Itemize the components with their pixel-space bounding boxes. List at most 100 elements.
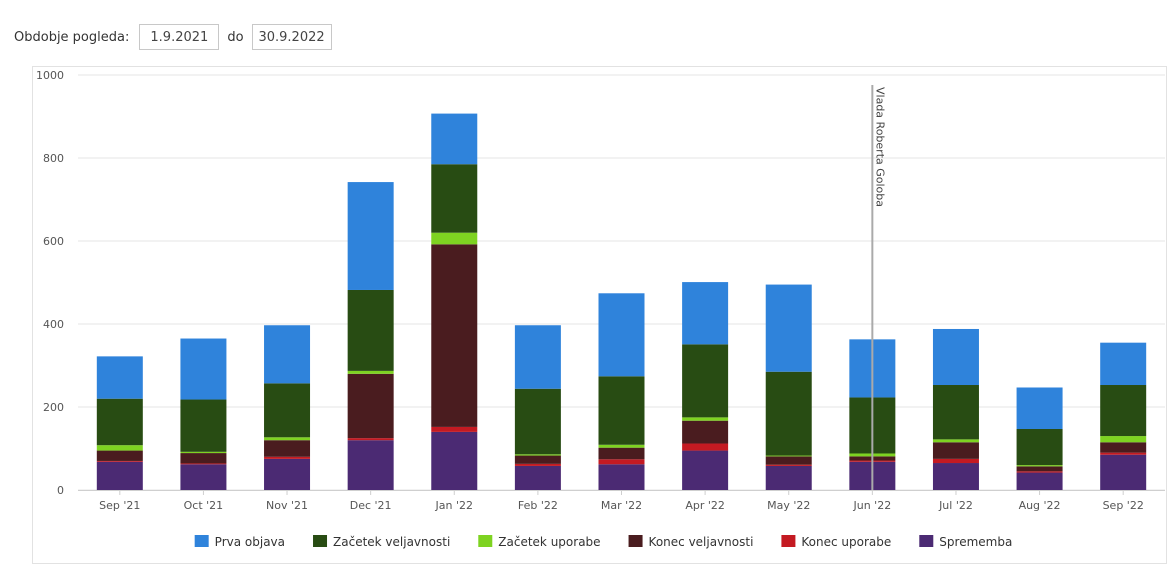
bar-segment[interactable] [1016,428,1063,466]
bar-segment[interactable] [514,465,561,490]
bar-segment[interactable] [1016,465,1063,467]
bar-segment[interactable] [180,464,227,490]
bar-segment[interactable] [932,328,979,386]
period-to-label: do [227,29,244,45]
bar-segment[interactable] [264,456,311,459]
legend-item[interactable]: Začetek uporabe [478,535,601,549]
bar-segment[interactable] [264,437,311,441]
bar-segment[interactable] [932,442,979,459]
x-tick-label: Sep '21 [99,499,140,512]
legend: Prva objava Začetek veljavnosti Začetek up… [194,535,1012,549]
bar-segment[interactable] [514,463,561,466]
y-tick-label: 1000 [36,69,64,82]
bar-segment[interactable] [347,438,394,441]
legend-item[interactable]: Konec veljavnosti [628,535,754,549]
bar-segment[interactable] [96,445,143,451]
bar-segment[interactable] [682,450,729,490]
bar-segment[interactable] [1016,472,1063,490]
bar-segment[interactable] [765,284,812,372]
bar-segment[interactable] [932,463,979,490]
y-tick-label: 0 [57,484,64,497]
bar-segment[interactable] [96,460,143,462]
bar-segment[interactable] [1100,454,1147,490]
x-tick-label: Dec '21 [350,499,392,512]
chart-container: Vlada Roberta Goloba 0 200 400 600 800 1000 Se… [32,66,1167,564]
bar-segment[interactable] [347,440,394,490]
bar-segment[interactable] [598,376,645,445]
y-tick-label: 200 [43,401,64,414]
bar-segment[interactable] [264,325,311,384]
legend-item[interactable]: Prva objava [194,535,285,549]
bar-segment[interactable] [1100,442,1147,453]
legend-label: Konec uporabe [801,535,891,549]
legend-item[interactable]: Konec uporabe [781,535,891,549]
bar-segment[interactable] [264,440,311,457]
x-tick-label: Mar '22 [601,499,642,512]
bar-segment[interactable] [431,431,478,490]
bar-segment[interactable] [264,458,311,490]
period-selector: Obdobje pogleda: do [14,24,332,50]
y-tick-label: 800 [43,152,64,165]
bar-segment[interactable] [682,282,729,345]
bar-segment[interactable] [765,465,812,490]
bar-segment[interactable] [765,464,812,466]
legend-label: Konec veljavnosti [649,535,754,549]
x-tick-label: May '22 [767,499,810,512]
bar-segment[interactable] [96,450,143,461]
bar-segment[interactable] [180,399,227,452]
bar-segment[interactable] [96,461,143,490]
bar-segment[interactable] [1100,436,1147,443]
bar-segment[interactable] [431,426,478,432]
legend-swatch [194,535,209,547]
bar-segment[interactable] [514,388,561,455]
bar-segment[interactable] [682,417,729,421]
bar-segment[interactable] [431,244,478,427]
bar-segment[interactable] [682,420,729,444]
bar-segment[interactable] [1016,387,1063,429]
bar-segment[interactable] [1100,342,1147,386]
legend-label: Začetek veljavnosti [333,535,450,549]
bar-segment[interactable] [347,289,394,371]
date-to-input[interactable] [251,24,332,50]
bar-segment[interactable] [1100,385,1147,437]
bar-segment[interactable] [932,385,979,440]
bar-segment[interactable] [96,398,143,446]
bar-segment[interactable] [682,344,729,418]
bar-segment[interactable] [347,373,394,439]
bar-segment[interactable] [431,232,478,245]
bar-segment[interactable] [932,458,979,464]
bar-segment[interactable] [598,293,645,377]
bar-segment[interactable] [1100,452,1147,455]
x-tick-label: Nov '21 [266,499,308,512]
y-tick-label: 600 [43,235,64,248]
bar-segment[interactable] [180,338,227,400]
bar-segment[interactable] [347,182,394,290]
x-tick-label: Sep '22 [1103,499,1144,512]
bar-segment[interactable] [1016,471,1063,473]
bar-segment[interactable] [765,456,812,465]
bar-segment[interactable] [514,455,561,464]
bar-segment[interactable] [765,455,812,457]
bar-segment[interactable] [514,454,561,456]
bar-segment[interactable] [96,356,143,399]
bar-segment[interactable] [932,439,979,443]
legend-item[interactable]: Začetek veljavnosti [313,535,450,549]
bar-segment[interactable] [180,463,227,465]
bar-segment[interactable] [514,325,561,389]
bar-segment[interactable] [682,443,729,451]
bar-segment[interactable] [347,370,394,374]
bar-segment[interactable] [765,371,812,456]
bar-segment[interactable] [1016,466,1063,472]
bar-segment[interactable] [180,451,227,454]
bar-segment[interactable] [180,453,227,464]
bar-segment[interactable] [598,444,645,448]
bar-segment[interactable] [431,113,478,165]
x-tick-label: Jun '22 [852,499,891,512]
legend-item[interactable]: Sprememba [919,535,1012,549]
bar-segment[interactable] [431,164,478,233]
bar-segment[interactable] [598,447,645,460]
bar-segment[interactable] [264,383,311,438]
date-from-input[interactable] [139,24,220,50]
bar-segment[interactable] [598,464,645,490]
bar-segment[interactable] [598,459,645,465]
